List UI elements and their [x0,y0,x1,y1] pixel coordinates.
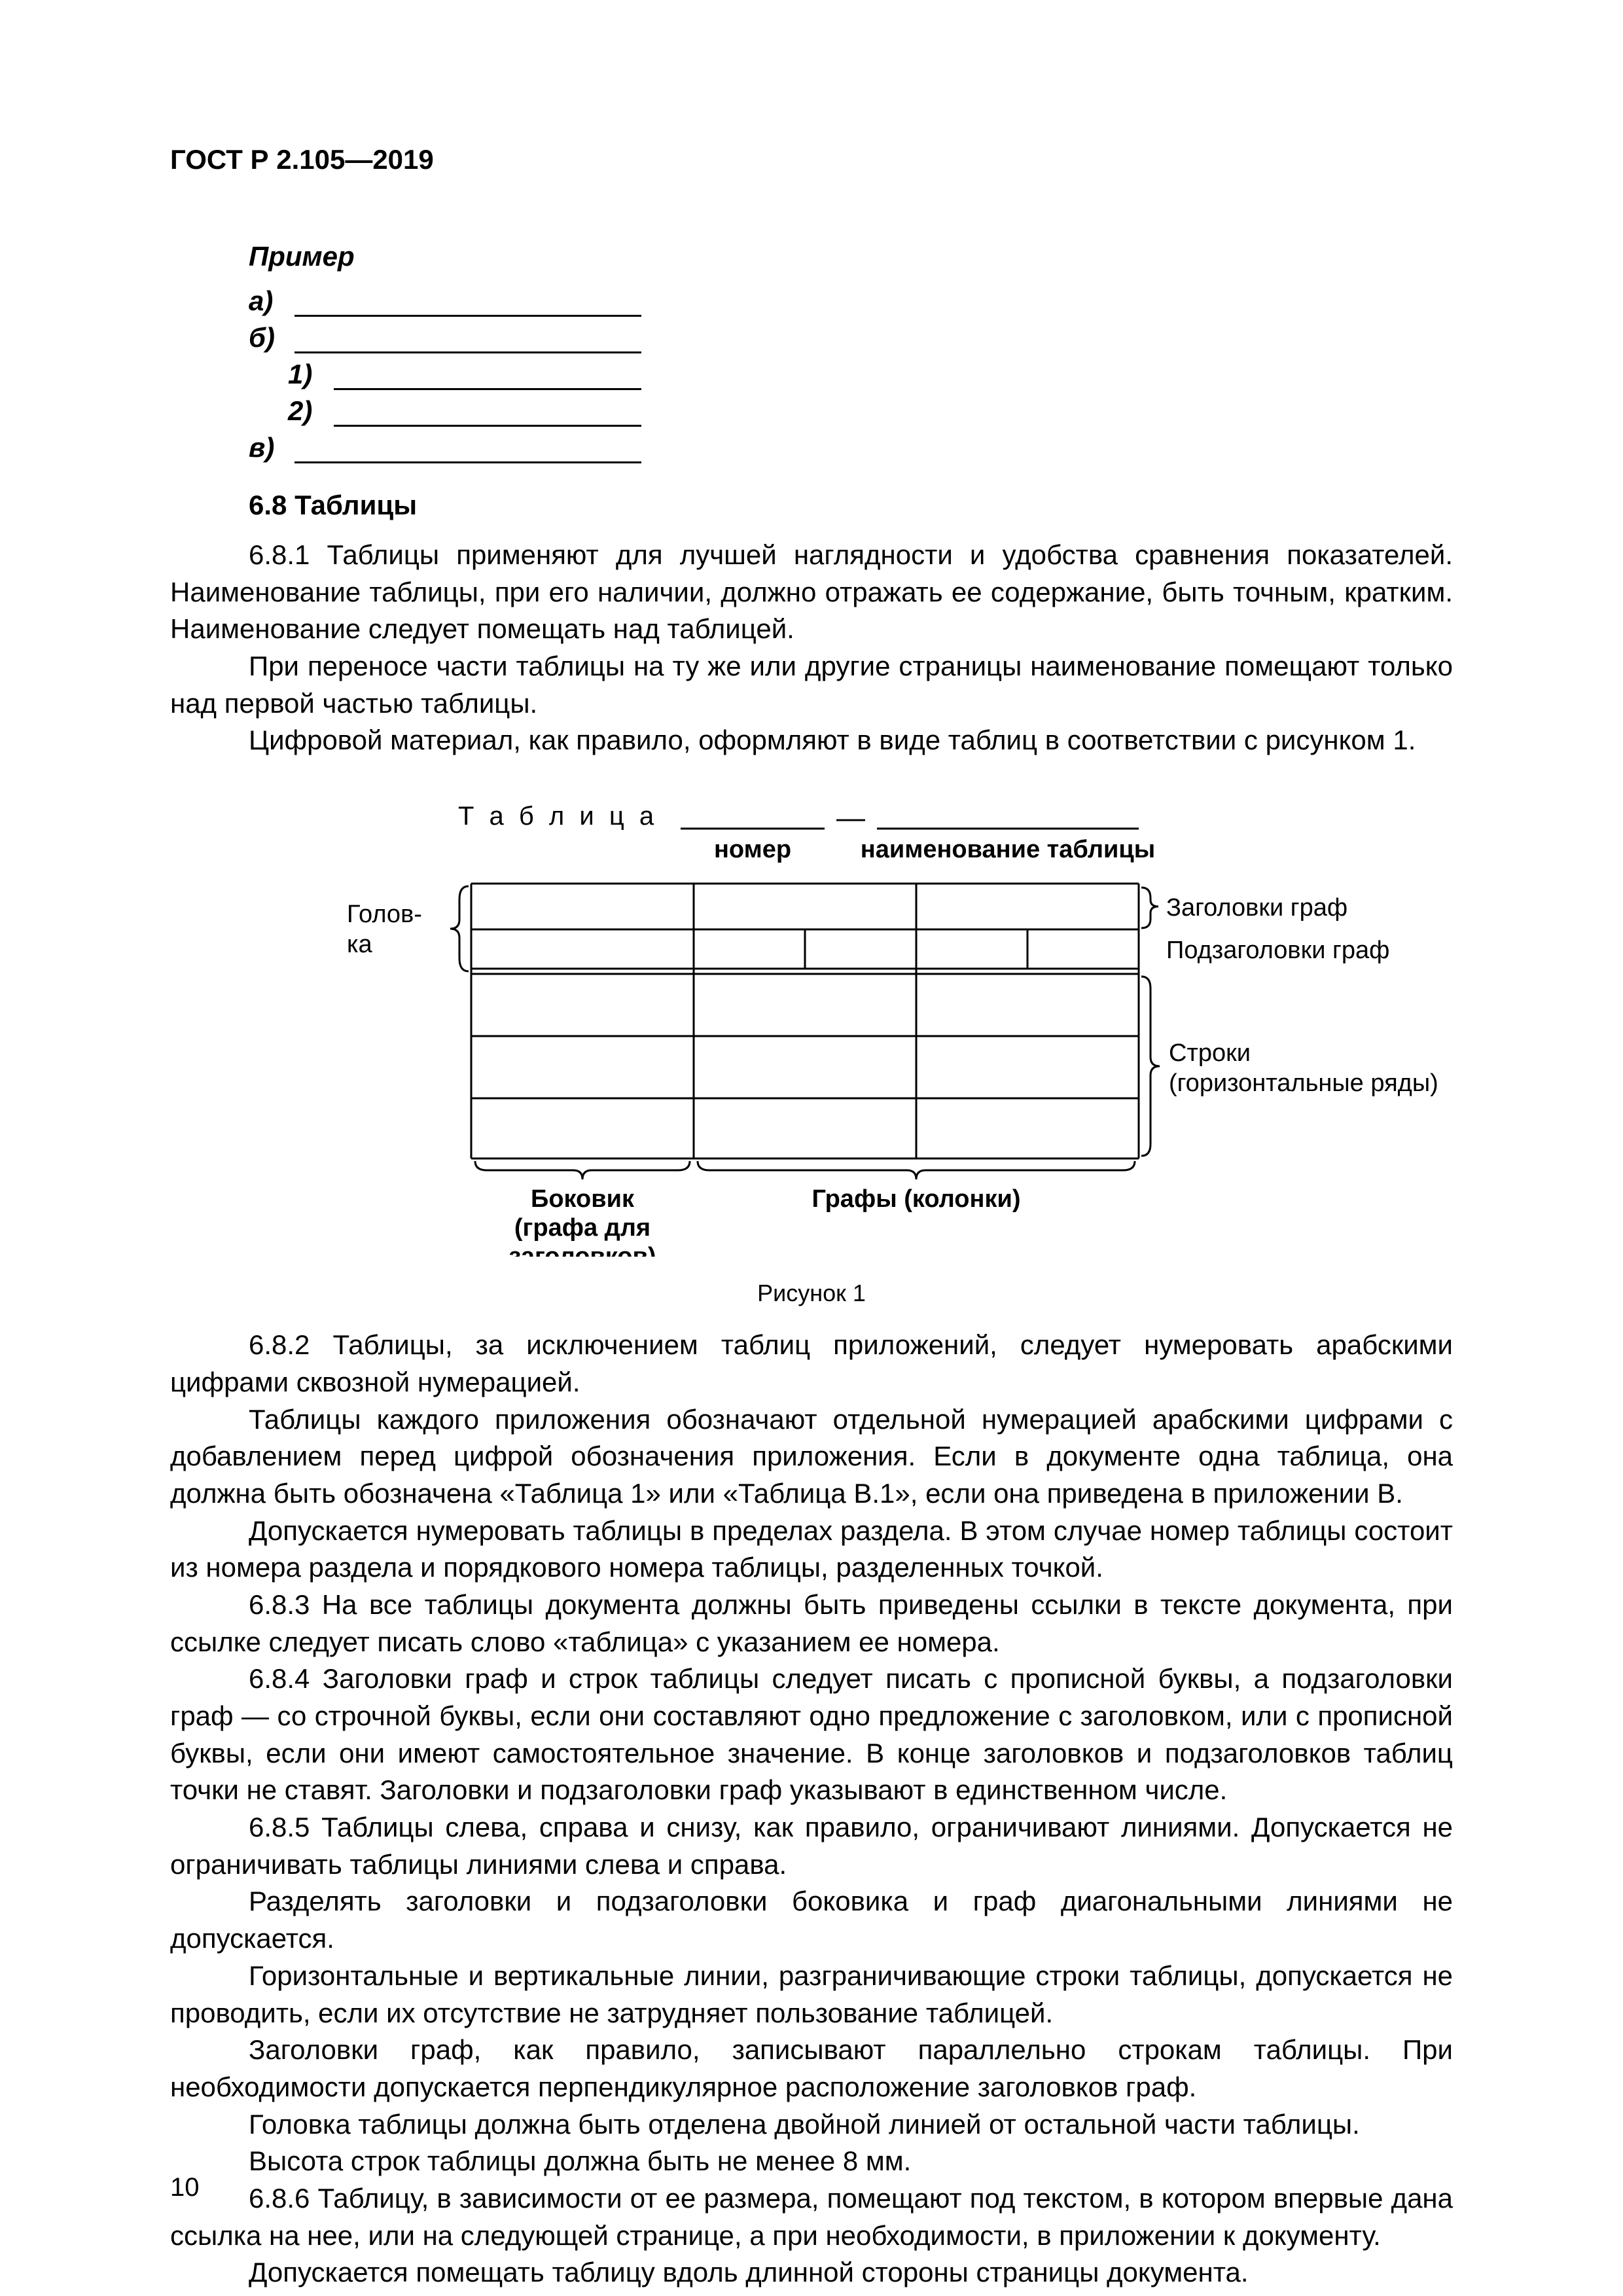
svg-text:Т а б л и ц а: Т а б л и ц а [458,802,658,831]
page-number: 10 [170,2173,200,2202]
svg-text:ка: ка [347,931,372,958]
svg-text:Строки: Строки [1169,1039,1251,1067]
svg-text:Заголовки граф: Заголовки граф [1166,894,1347,922]
example-row-line [334,425,641,427]
svg-text:Графы (колонки): Графы (колонки) [812,1185,1021,1213]
section-title: Таблицы [294,490,417,520]
para-6-8-1c: Цифровой материал, как правило, оформляю… [170,722,1453,759]
para-6-8-5f: Высота строк таблицы должна быть не мене… [170,2143,1453,2180]
para-6-8-5e: Головка таблицы должна быть отделена дво… [170,2106,1453,2144]
para-6-8-2b: Таблицы каждого приложения обозначают от… [170,1401,1453,1513]
para-6-8-5b: Разделять заголовки и подзаголовки боков… [170,1883,1453,1957]
para-6-8-5c: Горизонтальные и вертикальные линии, раз… [170,1958,1453,2032]
para-6-8-1a: 6.8.1 Таблицы применяют для лучшей нагля… [170,537,1453,648]
svg-text:(графа для: (графа для [514,1214,651,1242]
example-title: Пример [249,241,1453,272]
para-6-8-5d: Заголовки граф, как правило, записывают … [170,2032,1453,2106]
svg-text:номер: номер [714,836,791,863]
doc-header: ГОСТ Р 2.105—2019 [170,144,1453,175]
example-row-line [334,388,641,390]
para-6-8-2c: Допускается нумеровать таблицы в предела… [170,1513,1453,1587]
para-6-8-2a: 6.8.2 Таблицы, за исключением таблиц при… [170,1327,1453,1401]
svg-text:Подзаголовки граф: Подзаголовки граф [1166,937,1389,964]
example-row: 2) [288,390,1453,427]
section-heading: 6.8 Таблицы [249,490,1453,521]
figure-1: Т а б л и ц а номер —наименование таблицы Г… [170,785,1453,1307]
example-block: Пример а) б) 1) 2) в) [249,241,1453,463]
example-row: 1) [288,353,1453,390]
example-row-line [294,315,641,317]
example-row: а) [249,280,1453,317]
example-row-label: в) [249,432,294,463]
example-row: б) [249,317,1453,353]
figure-1-caption: Рисунок 1 [170,1280,1453,1307]
section-num: 6.8 [249,490,287,520]
svg-text:(горизонтальные ряды): (горизонтальные ряды) [1169,1069,1438,1097]
para-6-8-4: 6.8.4 Заголовки граф и строк таблицы сле… [170,1660,1453,1809]
para-6-8-6b: Допускается помещать таблицу вдоль длинн… [170,2254,1453,2291]
example-row-line [294,351,641,353]
para-6-8-5a: 6.8.5 Таблицы слева, справа и снизу, как… [170,1809,1453,1883]
example-row-label: а) [249,285,294,317]
svg-text:Голов-: Голов- [347,901,422,928]
example-row-line [294,461,641,463]
svg-text:наименование таблицы: наименование таблицы [861,836,1155,863]
example-row-label: 1) [288,359,334,390]
para-6-8-3: 6.8.3 На все таблицы документа должны бы… [170,1587,1453,1660]
svg-text:заголовков): заголовков) [508,1243,656,1257]
svg-text:—: — [836,802,865,834]
example-row-label: б) [249,322,294,353]
example-row-label: 2) [288,395,334,427]
example-row: в) [249,427,1453,463]
svg-text:Боковик: Боковик [531,1185,635,1213]
para-6-8-1b: При переносе части таблицы на ту же или … [170,648,1453,722]
para-6-8-6a: 6.8.6 Таблицу, в зависимости от ее разме… [170,2180,1453,2254]
